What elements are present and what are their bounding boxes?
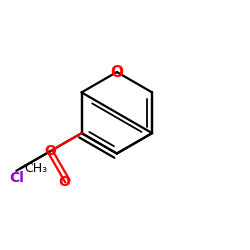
Text: O: O	[110, 64, 123, 80]
Text: Cl: Cl	[9, 171, 24, 185]
Text: O: O	[58, 176, 70, 190]
Text: CH₃: CH₃	[24, 162, 47, 175]
Text: O: O	[44, 144, 56, 158]
